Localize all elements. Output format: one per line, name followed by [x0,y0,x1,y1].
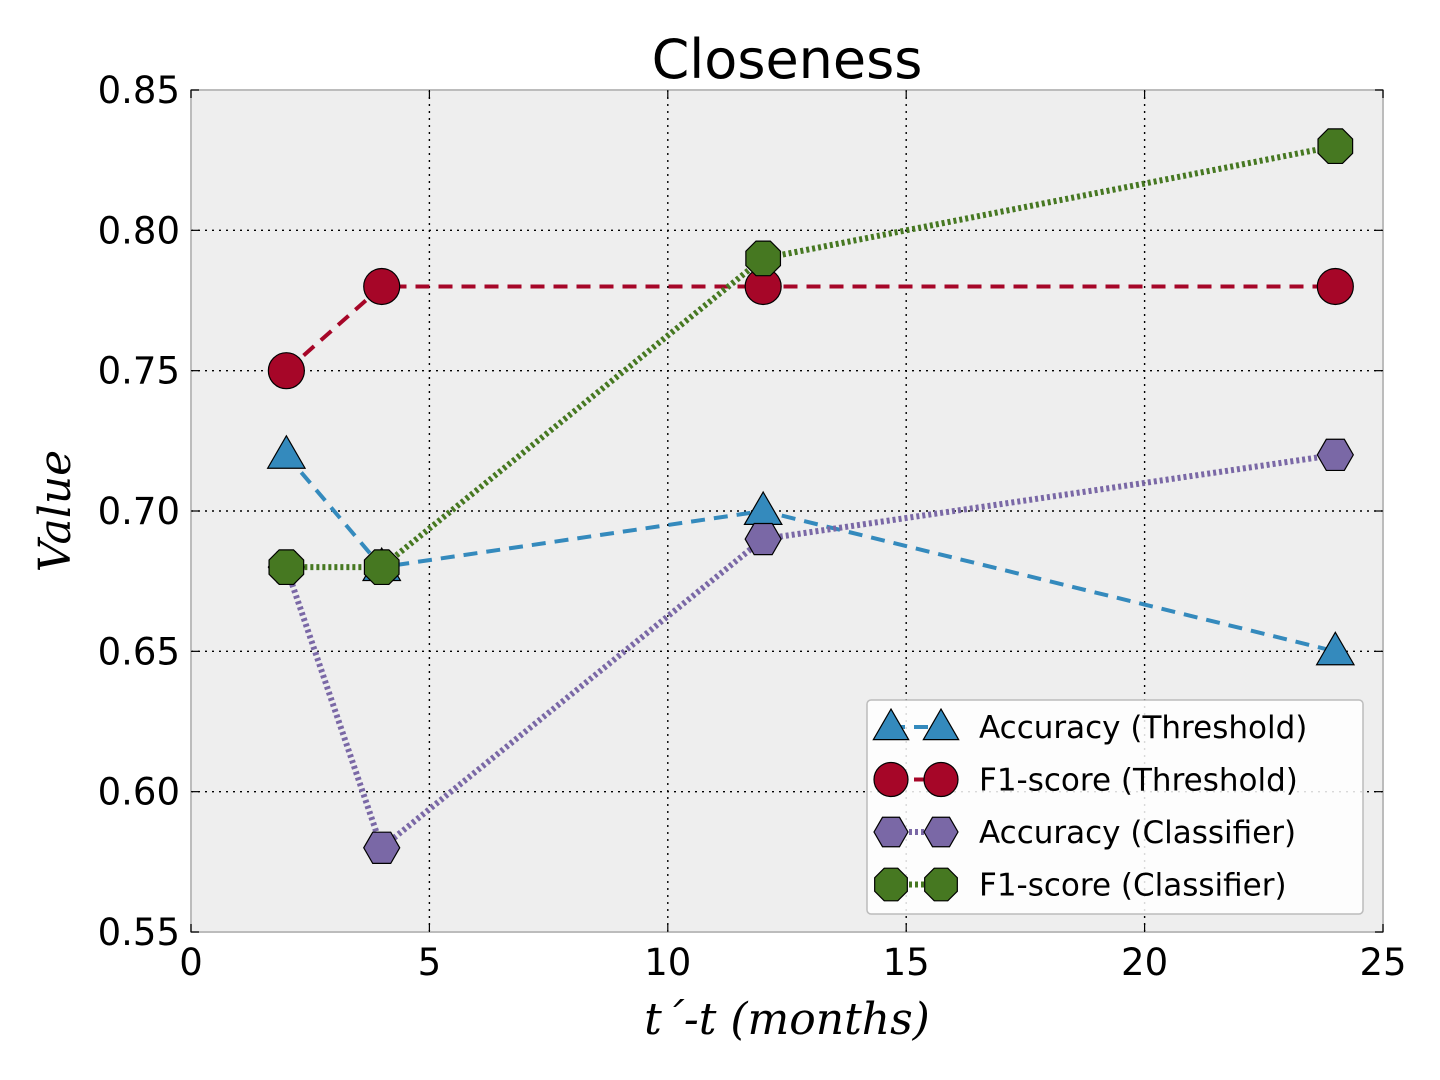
series-line [285,284,1336,373]
x-tick-label: 5 [418,941,442,984]
legend-item: F1-score (Threshold) [873,761,1298,799]
y-tick-label: 0.60 [98,771,180,814]
legend-marker [924,867,958,902]
chart-title: Closeness [652,28,923,91]
legend-item: Accuracy (Classifier) [873,815,1296,851]
legend-box [866,699,1364,915]
data-point [744,522,782,556]
data-point [363,831,401,864]
legend-marker [872,707,910,741]
x-tick-label: 0 [179,941,203,984]
y-axis-label: Value [30,450,81,572]
legend-marker [922,707,960,741]
legend: Accuracy (Threshold) F1-score (Threshold)… [866,699,1364,915]
series-line [286,143,1336,571]
series-line [283,451,1336,853]
data-point [268,549,305,586]
data-point [745,240,782,277]
x-tick-label: 25 [1359,941,1406,984]
data-point [266,434,307,469]
x-axis-label: t´-t (months) [644,994,930,1045]
x-tick-label: 10 [644,941,691,984]
series-f1-score-threshold [267,267,1354,390]
series-layer [266,128,1356,864]
y-tick-label: 0.80 [98,209,180,252]
y-tick-label: 0.55 [98,911,180,954]
legend-marker [874,867,908,902]
data-point [363,267,401,306]
legend-marker [923,816,959,848]
data-point [1315,631,1356,666]
x-tick-label: 15 [883,941,930,984]
legend-item: F1-score (Classifier) [874,867,1287,904]
data-point [267,352,305,390]
legend-label: Accuracy (Classifier) [979,815,1296,851]
legend-label: F1-score (Threshold) [979,763,1298,799]
y-tick-label: 0.85 [98,69,180,112]
data-point [363,549,400,586]
y-tick-label: 0.75 [98,350,180,393]
legend-marker [923,761,959,798]
series-f1-score-classifier [268,128,1354,586]
data-point [1316,438,1355,472]
legend-marker [873,761,909,798]
legend-item: Accuracy (Threshold) [872,707,1307,746]
legend-label: F1-score (Classifier) [979,868,1287,904]
y-tick-label: 0.70 [98,490,180,533]
data-point [1316,267,1354,306]
legend-marker [873,816,909,848]
x-tick-label: 20 [1121,941,1168,984]
data-point [1317,128,1354,165]
legend-label: Accuracy (Threshold) [979,710,1307,746]
tick-labels: 0 5 10 15 20 25 0.55 0.60 0.65 0.70 0.75 0.80 0.85 [98,69,1407,984]
series-line [284,453,1336,654]
grid [191,90,1383,932]
y-tick-label: 0.65 [98,630,180,673]
